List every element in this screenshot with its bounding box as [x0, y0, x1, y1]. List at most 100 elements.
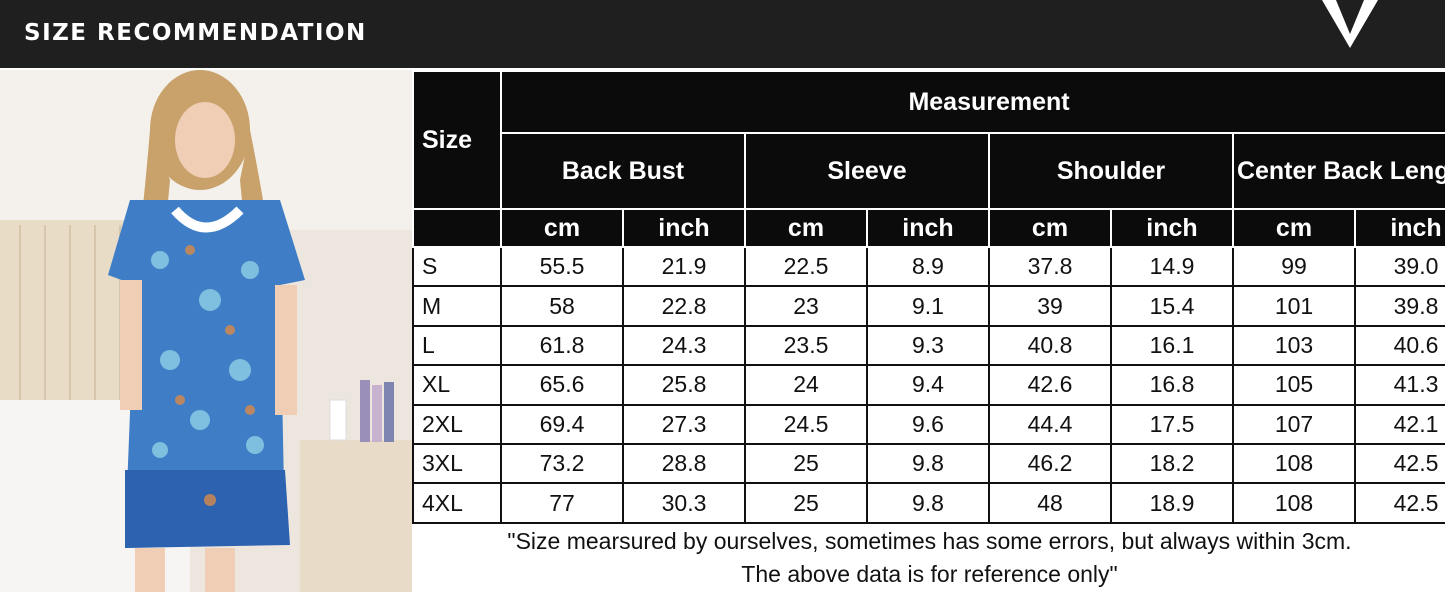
measure-cell: 42.5	[1353, 482, 1445, 524]
measure-cell: 42.1	[1353, 403, 1445, 445]
measure-cell: 42.6	[988, 364, 1112, 406]
measure-cell: 41.3	[1353, 364, 1445, 406]
measure-cell: 9.4	[866, 364, 990, 406]
unit-header: inch	[1353, 208, 1445, 248]
unit-header: cm	[1232, 208, 1356, 248]
note-line: "Size mearsured by ourselves, sometimes …	[507, 528, 1352, 555]
measure-cell: 18.2	[1110, 442, 1234, 485]
measure-cell: 18.9	[1110, 482, 1234, 524]
measure-cell: 39.8	[1353, 285, 1445, 327]
measure-cell: 25	[744, 442, 868, 485]
group-header: Shoulder	[988, 132, 1234, 210]
measure-cell: 27.3	[622, 403, 746, 445]
measure-cell: 16.1	[1110, 324, 1234, 367]
measure-cell: 23	[744, 285, 868, 327]
size-cell: 3XL	[412, 442, 502, 485]
table-row: cm inch cm inch cm inch cm inch	[412, 208, 1445, 248]
measure-cell: 40.6	[1353, 324, 1445, 367]
measure-cell: 73.2	[500, 442, 624, 485]
measure-cell: 37.8	[988, 245, 1112, 288]
measure-cell: 24.3	[622, 324, 746, 367]
note-line: The above data is for reference only"	[741, 561, 1118, 588]
table-row: XL 65.6 25.8 24 9.4 42.6 16.8 105 41.3	[412, 364, 1445, 406]
measure-cell: 61.8	[500, 324, 624, 367]
group-header: Center Back Length	[1231, 132, 1445, 210]
measure-cell: 39	[988, 285, 1112, 327]
measure-cell: 99	[1232, 245, 1356, 288]
measure-cell: 55.5	[500, 245, 624, 288]
table-row: 2XL 69.4 27.3 24.5 9.6 44.4 17.5 107 42.1	[412, 403, 1445, 445]
unit-header: inch	[866, 208, 990, 248]
unit-header: cm	[988, 208, 1112, 248]
measure-cell: 65.6	[500, 364, 624, 406]
size-cell: 2XL	[412, 403, 502, 445]
measure-cell: 108	[1232, 482, 1356, 524]
measure-cell: 22.8	[622, 285, 746, 327]
measure-cell: 16.8	[1110, 364, 1234, 406]
unit-header: inch	[622, 208, 746, 248]
size-header: Size	[412, 70, 502, 210]
note-cell: "Size mearsured by ourselves, sometimes …	[413, 523, 1445, 592]
measure-cell: 69.4	[500, 403, 624, 445]
measure-cell: 9.8	[866, 442, 990, 485]
measure-cell: 107	[1232, 403, 1356, 445]
measure-cell: 15.4	[1110, 285, 1234, 327]
table-row: L 61.8 24.3 23.5 9.3 40.8 16.1 103 40.6	[412, 324, 1445, 367]
unit-header: cm	[744, 208, 868, 248]
measure-cell: 9.3	[866, 324, 990, 367]
measure-cell: 23.5	[744, 324, 868, 367]
unit-header: inch	[1110, 208, 1234, 248]
note: "Size mearsured by ourselves, sometimes …	[413, 525, 1445, 591]
blank-header	[412, 208, 502, 248]
measure-cell: 48	[988, 482, 1112, 524]
measure-cell: 9.6	[866, 403, 990, 445]
table-row: M 58 22.8 23 9.1 39 15.4 101 39.8	[412, 285, 1445, 327]
size-cell: L	[412, 324, 502, 367]
table-row: 4XL 77 30.3 25 9.8 48 18.9 108 42.5	[412, 482, 1445, 524]
measure-cell: 101	[1232, 285, 1356, 327]
measure-cell: 108	[1232, 442, 1356, 485]
header-bar: SIZE RECOMMENDATION	[0, 0, 1445, 68]
chevron	[1322, 0, 1378, 48]
measure-cell: 22.5	[744, 245, 868, 288]
table-row: 3XL 73.2 28.8 25 9.8 46.2 18.2 108 42.5	[412, 442, 1445, 485]
table-row: "Size mearsured by ourselves, sometimes …	[413, 523, 1445, 592]
group-header: Sleeve	[744, 132, 990, 210]
table-row: S 55.5 21.9 22.5 8.9 37.8 14.9 99 39.0	[412, 245, 1445, 288]
measure-cell: 44.4	[988, 403, 1112, 445]
group-header: Back Bust	[500, 132, 746, 210]
measurement-header: Measurement	[499, 70, 1445, 134]
table-row: Size Measurement	[412, 70, 1445, 210]
measure-cell: 9.8	[866, 482, 990, 524]
size-cell: M	[412, 285, 502, 327]
measure-cell: 24	[744, 364, 868, 406]
size-table-wrap: Size Measurement Back Bust Sleeve Shoulder Ce…	[412, 70, 1445, 592]
measure-cell: 30.3	[622, 482, 746, 524]
measure-cell: 25	[744, 482, 868, 524]
measure-cell: 46.2	[988, 442, 1112, 485]
measure-cell: 21.9	[622, 245, 746, 288]
measure-cell: 77	[500, 482, 624, 524]
measure-cell: 25.8	[622, 364, 746, 406]
measure-cell: 40.8	[988, 324, 1112, 367]
unit-header: cm	[500, 208, 624, 248]
size-table: Size Measurement Back Bust Sleeve Shoulder Ce…	[412, 70, 1445, 592]
measure-cell: 8.9	[866, 245, 990, 288]
header-title: SIZE RECOMMENDATION	[24, 20, 367, 46]
size-cell: S	[412, 245, 502, 288]
measure-cell: 17.5	[1110, 403, 1234, 445]
measure-cell: 58	[500, 285, 624, 327]
measure-cell: 42.5	[1353, 442, 1445, 485]
measure-cell: 28.8	[622, 442, 746, 485]
measure-cell: 105	[1232, 364, 1356, 406]
measure-cell: 14.9	[1110, 245, 1234, 288]
measure-cell: 9.1	[866, 285, 990, 327]
product-photo	[0, 70, 412, 592]
measure-cell: 39.0	[1353, 245, 1445, 288]
size-cell: XL	[412, 364, 502, 406]
size-cell: 4XL	[412, 482, 502, 524]
measure-cell: 103	[1232, 324, 1356, 367]
measure-cell: 24.5	[744, 403, 868, 445]
